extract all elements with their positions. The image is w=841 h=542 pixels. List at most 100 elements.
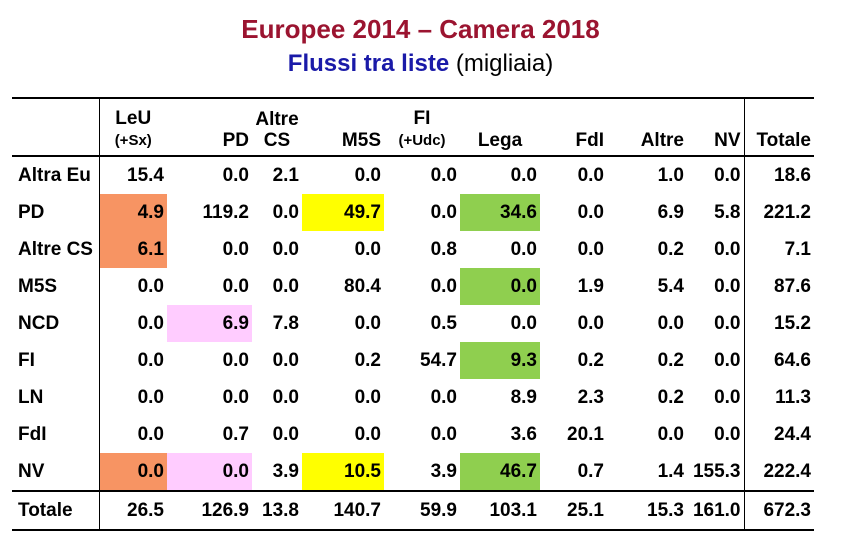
table-row: Altra Eu 15.4 0.0 2.1 0.0 0.0 0.0 0.0 1.0 0.0 18.6 bbox=[12, 156, 814, 194]
table-cell: 0.0 bbox=[510, 238, 537, 260]
table-cell: 3.9 bbox=[430, 460, 457, 482]
table-cell: 0.0 bbox=[222, 349, 249, 371]
table-cell: 9.3 bbox=[460, 342, 540, 379]
table-cell: 0.0 bbox=[687, 416, 745, 453]
table-row: NCD 0.0 6.9 7.8 0.0 0.5 0.0 0.0 0.0 0.0 15.2 bbox=[12, 305, 814, 342]
table-row: Altre CS 6.1 0.0 0.0 0.0 0.8 0.0 0.0 0.2 0.0 7.1 bbox=[12, 231, 814, 268]
table-cell: 1.0 bbox=[657, 164, 684, 186]
table-cell: 20.1 bbox=[567, 423, 604, 445]
col-header-altre: Altre bbox=[640, 130, 684, 151]
flows-table: LeU (+Sx) PD Altre CS M5S FI (+Udc) Lega Fd… bbox=[12, 97, 814, 531]
table-cell: 0.5 bbox=[430, 312, 457, 334]
table-cell: 0.0 bbox=[577, 201, 604, 223]
table-cell: 0.0 bbox=[657, 312, 684, 334]
table-cell: 0.0 bbox=[222, 275, 249, 297]
row-label: M5S bbox=[12, 268, 100, 305]
table-cell: 11.3 bbox=[775, 386, 811, 408]
table-cell: 0.0 bbox=[272, 238, 299, 260]
table-cell: 54.7 bbox=[420, 349, 457, 371]
col-header-lega: Lega bbox=[477, 130, 523, 151]
table-cell: 0.0 bbox=[430, 201, 457, 223]
row-label: FdI bbox=[12, 416, 100, 453]
table-cell: 26.5 bbox=[127, 499, 164, 521]
page-title: Europee 2014 – Camera 2018 bbox=[241, 14, 600, 44]
table-cell: 155.3 bbox=[687, 453, 745, 491]
table-cell: 25.1 bbox=[567, 499, 604, 521]
row-label: Altre CS bbox=[12, 231, 100, 268]
total-row: Totale 26.5 126.9 13.8 140.7 59.9 103.1 25.1 15.… bbox=[12, 491, 814, 530]
row-label: NCD bbox=[12, 305, 100, 342]
table-cell: 0.0 bbox=[577, 238, 604, 260]
table-row: FdI 0.0 0.7 0.0 0.0 0.0 3.6 20.1 0.0 0.0 24.4 bbox=[12, 416, 814, 453]
table-cell: 0.2 bbox=[577, 349, 604, 371]
row-label: PD bbox=[12, 194, 100, 231]
col-header-m5s: M5S bbox=[341, 130, 381, 151]
table-cell: 0.2 bbox=[657, 386, 684, 408]
table-row: LN 0.0 0.0 0.0 0.0 0.0 8.9 2.3 0.2 0.0 11.3 bbox=[12, 379, 814, 416]
table-row: FI 0.0 0.0 0.0 0.2 54.7 9.3 0.2 0.2 0.0 64.6 bbox=[12, 342, 814, 379]
col-header-totale: Totale bbox=[756, 130, 811, 151]
table-cell: 3.9 bbox=[272, 460, 299, 482]
table-cell: 0.0 bbox=[222, 386, 249, 408]
table-cell: 0.0 bbox=[137, 386, 164, 408]
table-cell: 0.0 bbox=[272, 275, 299, 297]
table-cell: 49.7 bbox=[302, 194, 384, 231]
table-cell: 0.0 bbox=[687, 305, 745, 342]
table-cell: 0.0 bbox=[137, 312, 164, 334]
table-cell: 64.6 bbox=[774, 349, 811, 371]
table-cell: 0.0 bbox=[510, 312, 537, 334]
table-cell: 1.9 bbox=[577, 275, 604, 297]
table-cell: 7.1 bbox=[784, 238, 811, 260]
table-cell: 46.7 bbox=[460, 453, 540, 491]
row-label: FI bbox=[12, 342, 100, 379]
table-cell: 24.4 bbox=[774, 423, 811, 445]
col-header-leu: LeU (+Sx) bbox=[114, 108, 152, 149]
table-cell: 0.0 bbox=[460, 268, 540, 305]
table-cell: 126.9 bbox=[201, 499, 249, 521]
table-cell: 0.0 bbox=[687, 342, 745, 379]
table-cell: 5.4 bbox=[657, 275, 684, 297]
table-cell: 0.0 bbox=[687, 231, 745, 268]
table-cell: 0.0 bbox=[354, 386, 381, 408]
table-cell: 0.0 bbox=[354, 423, 381, 445]
table-cell: 0.0 bbox=[272, 386, 299, 408]
col-header-pd: PD bbox=[222, 130, 249, 151]
table-cell: 103.1 bbox=[489, 499, 537, 521]
table-cell: 0.0 bbox=[272, 423, 299, 445]
table-cell: 0.0 bbox=[687, 156, 745, 194]
table-cell: 0.0 bbox=[430, 386, 457, 408]
table-row: NV 0.0 0.0 3.9 10.5 3.9 46.7 0.7 1.4 155.3 222.4 bbox=[12, 453, 814, 491]
table-cell: 0.0 bbox=[687, 379, 745, 416]
table-cell: 0.0 bbox=[222, 238, 249, 260]
table-cell: 0.0 bbox=[99, 453, 167, 491]
header-corner bbox=[12, 98, 100, 156]
table-cell: 0.0 bbox=[430, 164, 457, 186]
table-cell: 8.9 bbox=[510, 386, 537, 408]
table-cell: 0.0 bbox=[137, 275, 164, 297]
table-cell: 13.8 bbox=[262, 499, 299, 521]
table-cell: 5.8 bbox=[687, 194, 745, 231]
table-cell: 3.6 bbox=[510, 423, 537, 445]
table-cell: 59.9 bbox=[420, 499, 457, 521]
table-cell: 119.2 bbox=[202, 201, 250, 223]
table-row: PD 4.9 119.2 0.0 49.7 0.0 34.6 0.0 6.9 5.8 221.2 bbox=[12, 194, 814, 231]
col-header-fi: FI (+Udc) bbox=[398, 108, 446, 149]
table-cell: 0.0 bbox=[137, 349, 164, 371]
table-cell: 221.2 bbox=[763, 201, 811, 223]
table-cell: 80.4 bbox=[344, 275, 381, 297]
col-header-fdi: FdI bbox=[575, 130, 605, 151]
table-cell: 0.0 bbox=[354, 164, 381, 186]
table-cell: 2.1 bbox=[272, 164, 299, 186]
row-label: Altra Eu bbox=[12, 156, 100, 194]
table-cell: 222.4 bbox=[763, 460, 811, 482]
table-cell: 672.3 bbox=[763, 499, 811, 521]
table-cell: 0.0 bbox=[577, 312, 604, 334]
table-cell: 0.0 bbox=[430, 275, 457, 297]
table-cell: 0.0 bbox=[354, 312, 381, 334]
table-cell: 0.0 bbox=[272, 201, 299, 223]
header-row: LeU (+Sx) PD Altre CS M5S FI (+Udc) Lega Fd… bbox=[12, 98, 814, 156]
table-cell: 0.0 bbox=[354, 238, 381, 260]
table-cell: 0.2 bbox=[657, 349, 684, 371]
col-header-nv: NV bbox=[687, 98, 745, 156]
table-cell: 0.0 bbox=[222, 164, 249, 186]
